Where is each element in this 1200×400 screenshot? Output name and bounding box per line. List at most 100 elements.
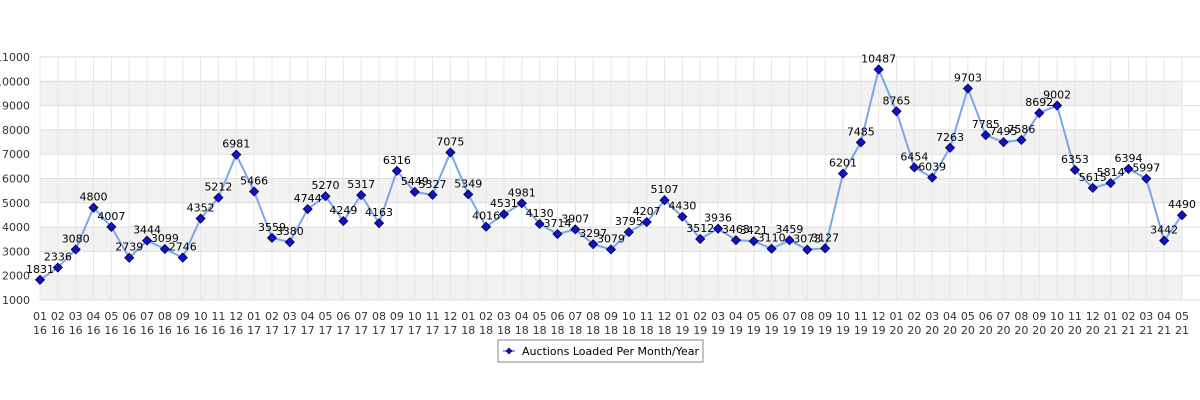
x-tick-label-month: 05 xyxy=(747,310,761,323)
data-point xyxy=(748,236,759,247)
data-label: 2746 xyxy=(169,241,197,254)
y-tick-label: 4000 xyxy=(2,221,30,234)
data-point xyxy=(356,190,367,201)
data-point xyxy=(784,235,795,246)
data-point xyxy=(712,223,724,234)
data-label: 4130 xyxy=(526,207,554,220)
x-tick-label-month: 10 xyxy=(836,310,850,323)
x-tick-label-year: 19 xyxy=(711,324,725,337)
x-tick-label-month: 09 xyxy=(604,310,618,323)
x-tick-label-year: 17 xyxy=(265,324,279,337)
data-point xyxy=(516,198,527,209)
x-tick-label-month: 01 xyxy=(1104,310,1118,323)
data-label: 3110 xyxy=(758,232,786,245)
x-tick-label-month: 09 xyxy=(818,310,832,323)
x-tick-label-month: 04 xyxy=(943,310,957,323)
data-label: 5997 xyxy=(1132,162,1160,175)
x-tick-label-year: 16 xyxy=(51,324,65,337)
x-tick-label-year: 20 xyxy=(1014,324,1028,337)
x-tick-label-year: 16 xyxy=(87,324,101,337)
x-tick-label-year: 18 xyxy=(568,324,582,337)
y-tick-label: 2000 xyxy=(2,270,30,283)
x-tick-label-month: 08 xyxy=(800,310,814,323)
data-point xyxy=(588,239,599,250)
x-tick-label-month: 07 xyxy=(568,310,582,323)
x-tick-label-year: 17 xyxy=(390,324,404,337)
x-tick-label-year: 21 xyxy=(1157,324,1171,337)
data-point xyxy=(766,243,777,254)
data-label: 3297 xyxy=(579,227,607,240)
data-label: 10487 xyxy=(861,52,896,65)
data-point xyxy=(1016,134,1027,146)
x-tick-label-year: 17 xyxy=(443,324,457,337)
x-tick-label-month: 07 xyxy=(782,310,796,323)
x-tick-label-year: 20 xyxy=(907,324,921,337)
data-point xyxy=(409,186,420,197)
x-tick-label-month: 04 xyxy=(1157,310,1171,323)
x-tick-label-month: 02 xyxy=(51,310,65,323)
x-tick-label-month: 10 xyxy=(408,310,422,323)
x-tick-label-month: 11 xyxy=(426,310,440,323)
x-tick-label-month: 10 xyxy=(1050,310,1064,323)
x-tick-label-year: 19 xyxy=(800,324,814,337)
x-tick-label-year: 17 xyxy=(283,324,297,337)
data-point xyxy=(909,162,920,173)
data-label: 5466 xyxy=(240,174,268,187)
data-point xyxy=(266,232,278,243)
data-point xyxy=(88,202,99,213)
x-tick-label-month: 02 xyxy=(1121,310,1135,323)
data-label: 4352 xyxy=(187,202,215,215)
data-point xyxy=(249,186,260,197)
x-tick-label-year: 20 xyxy=(1032,324,1046,337)
data-label: 3421 xyxy=(740,224,768,237)
x-tick-label-year: 19 xyxy=(872,324,886,337)
data-label: 6201 xyxy=(829,157,857,170)
data-label: 7075 xyxy=(436,135,464,148)
data-label: 3444 xyxy=(133,224,161,237)
data-point xyxy=(445,147,456,158)
data-point xyxy=(659,195,670,206)
x-tick-label-month: 04 xyxy=(515,310,529,323)
x-tick-label-month: 02 xyxy=(265,310,279,323)
x-tick-label-year: 16 xyxy=(69,324,83,337)
data-label: 5107 xyxy=(651,183,679,196)
x-tick-label-year: 19 xyxy=(818,324,832,337)
data-point xyxy=(320,191,331,202)
data-point xyxy=(1123,163,1134,174)
x-tick-label-year: 18 xyxy=(658,324,672,337)
data-label: 7485 xyxy=(847,125,875,138)
x-tick-label-month: 05 xyxy=(104,310,118,323)
data-label: 6394 xyxy=(1114,152,1142,165)
x-tick-label-year: 17 xyxy=(372,324,386,337)
x-tick-label-year: 21 xyxy=(1104,324,1118,337)
x-tick-label-year: 16 xyxy=(229,324,243,337)
legend: Auctions Loaded Per Month/Year xyxy=(497,339,704,363)
x-tick-label-year: 20 xyxy=(979,324,993,337)
x-tick-label-month: 12 xyxy=(658,310,672,323)
data-label: 9703 xyxy=(954,72,982,85)
data-point xyxy=(391,165,402,176)
x-tick-label-year: 18 xyxy=(461,324,475,337)
x-tick-label-month: 06 xyxy=(979,310,993,323)
data-point xyxy=(927,172,938,183)
x-tick-label-month: 03 xyxy=(1139,310,1153,323)
data-label: 4430 xyxy=(668,200,696,213)
data-point xyxy=(213,192,224,203)
data-point xyxy=(141,235,153,246)
x-tick-label-year: 16 xyxy=(211,324,225,337)
data-label: 4490 xyxy=(1168,198,1196,211)
x-axis-tick-labels: 0116021603160416051606160716081609161016… xyxy=(33,310,1189,337)
data-point xyxy=(980,130,991,141)
x-tick-label-month: 03 xyxy=(497,310,511,323)
data-label: 5349 xyxy=(454,177,482,190)
x-tick-label-year: 16 xyxy=(122,324,136,337)
data-point xyxy=(641,217,652,228)
x-tick-label-year: 19 xyxy=(854,324,868,337)
data-point xyxy=(1052,100,1063,111)
data-point xyxy=(373,218,385,229)
x-tick-label-year: 18 xyxy=(622,324,636,337)
x-tick-label-month: 01 xyxy=(890,310,904,323)
x-tick-label-year: 21 xyxy=(1121,324,1135,337)
